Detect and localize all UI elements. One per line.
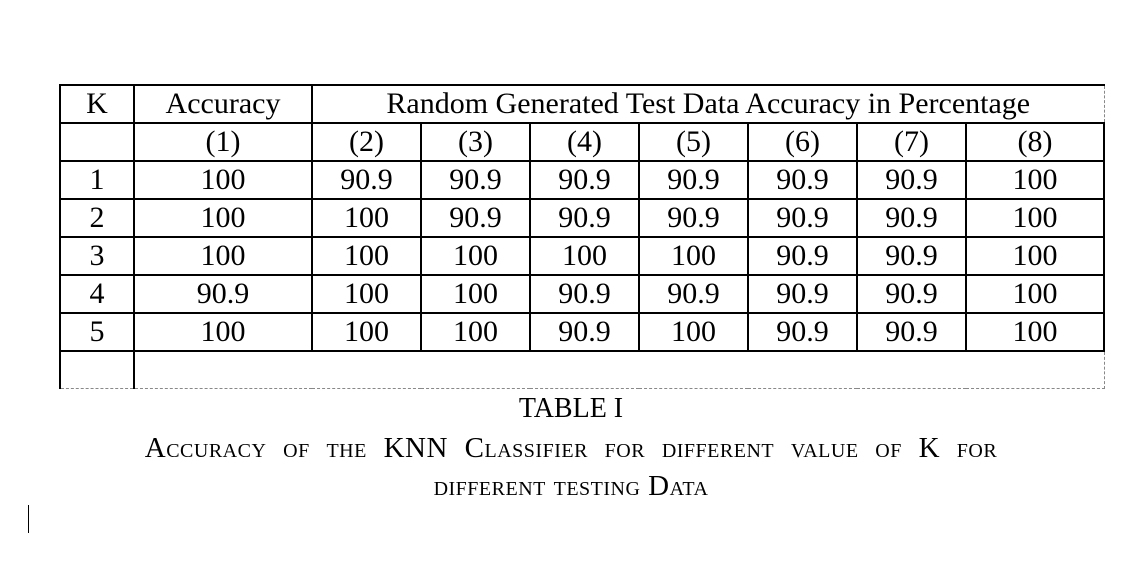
table-cell: 100: [965, 160, 1105, 200]
table-cell: 100: [529, 236, 640, 276]
table-cell: 100: [965, 274, 1105, 314]
table-cell: 100: [638, 312, 749, 352]
table-cell: 90.9: [311, 160, 422, 200]
table-cell: 90.9: [638, 160, 749, 200]
table-row: 3 100 100 100 100 100 90.9 90.9 100: [59, 236, 1105, 276]
header-accuracy: Accuracy: [133, 84, 313, 124]
table-cell: 90.9: [420, 198, 531, 238]
table-cell: 100: [311, 198, 422, 238]
table-cell: 90.9: [529, 274, 640, 314]
table-cell: 90.9: [529, 198, 640, 238]
table-cell: 90.9: [638, 274, 749, 314]
header-random-generated: Random Generated Test Data Accuracy in P…: [311, 84, 1105, 124]
subheader-cell: [59, 122, 135, 162]
table-cell: 90.9: [529, 312, 640, 352]
table-row: 5 100 100 100 90.9 100 90.9 90.9 100: [59, 312, 1105, 352]
table-caption-line-1: Accuracy of the KNN Classifier for diffe…: [144, 432, 998, 464]
table-cell: 90.9: [133, 274, 313, 314]
table-caption-line-2: different testing Data: [433, 470, 709, 502]
table-header-row: K Accuracy Random Generated Test Data Ac…: [59, 84, 1105, 124]
table-cell: 90.9: [747, 236, 858, 276]
empty-cell: [59, 350, 135, 389]
table-cell: 100: [311, 274, 422, 314]
table-empty-row: [59, 350, 1105, 389]
subheader-cell: (6): [747, 122, 858, 162]
table-cell: 90.9: [856, 160, 967, 200]
table-cell: 90.9: [856, 236, 967, 276]
table-cell: 100: [965, 312, 1105, 352]
subheader-cell: (5): [638, 122, 749, 162]
table-cell: 90.9: [856, 198, 967, 238]
table-cell: 100: [133, 198, 313, 238]
table-cell: 100: [420, 312, 531, 352]
table-cell: 100: [420, 274, 531, 314]
table-cell: 90.9: [856, 312, 967, 352]
table-cell-k: 3: [59, 236, 135, 276]
table-cell: 100: [133, 160, 313, 200]
text-cursor: [28, 505, 29, 533]
table-cell: 100: [133, 236, 313, 276]
table-cell: 90.9: [747, 198, 858, 238]
table-cell: 90.9: [747, 312, 858, 352]
subheader-cell: (4): [529, 122, 640, 162]
table-cell: 90.9: [747, 160, 858, 200]
table-cell: 90.9: [856, 274, 967, 314]
table-cell: 100: [965, 236, 1105, 276]
table-cell: 90.9: [638, 198, 749, 238]
subheader-cell: (1): [133, 122, 313, 162]
table-cell: 100: [965, 198, 1105, 238]
table-cell-k: 1: [59, 160, 135, 200]
table-caption-title: TABLE I: [518, 393, 624, 424]
knn-accuracy-table: K Accuracy Random Generated Test Data Ac…: [59, 84, 1105, 389]
table-cell-k: 4: [59, 274, 135, 314]
table-cell: 100: [311, 236, 422, 276]
table-cell: 100: [311, 312, 422, 352]
table-row: 2 100 100 90.9 90.9 90.9 90.9 90.9 100: [59, 198, 1105, 238]
subheader-cell: (3): [420, 122, 531, 162]
table-cell: 100: [133, 312, 313, 352]
empty-cell: [133, 350, 1105, 389]
table-cell: 90.9: [420, 160, 531, 200]
table-row: 4 90.9 100 100 90.9 90.9 90.9 90.9 100: [59, 274, 1105, 314]
header-k: K: [59, 84, 135, 124]
table-cell: 90.9: [529, 160, 640, 200]
table-cell: 100: [420, 236, 531, 276]
subheader-cell: (8): [965, 122, 1105, 162]
table-cell: 100: [638, 236, 749, 276]
subheader-cell: (2): [311, 122, 422, 162]
table-cell-k: 2: [59, 198, 135, 238]
table-cell-k: 5: [59, 312, 135, 352]
table-cell: 90.9: [747, 274, 858, 314]
subheader-cell: (7): [856, 122, 967, 162]
table-row: 1 100 90.9 90.9 90.9 90.9 90.9 90.9 100: [59, 160, 1105, 200]
table-subheader-row: (1) (2) (3) (4) (5) (6) (7) (8): [59, 122, 1105, 162]
